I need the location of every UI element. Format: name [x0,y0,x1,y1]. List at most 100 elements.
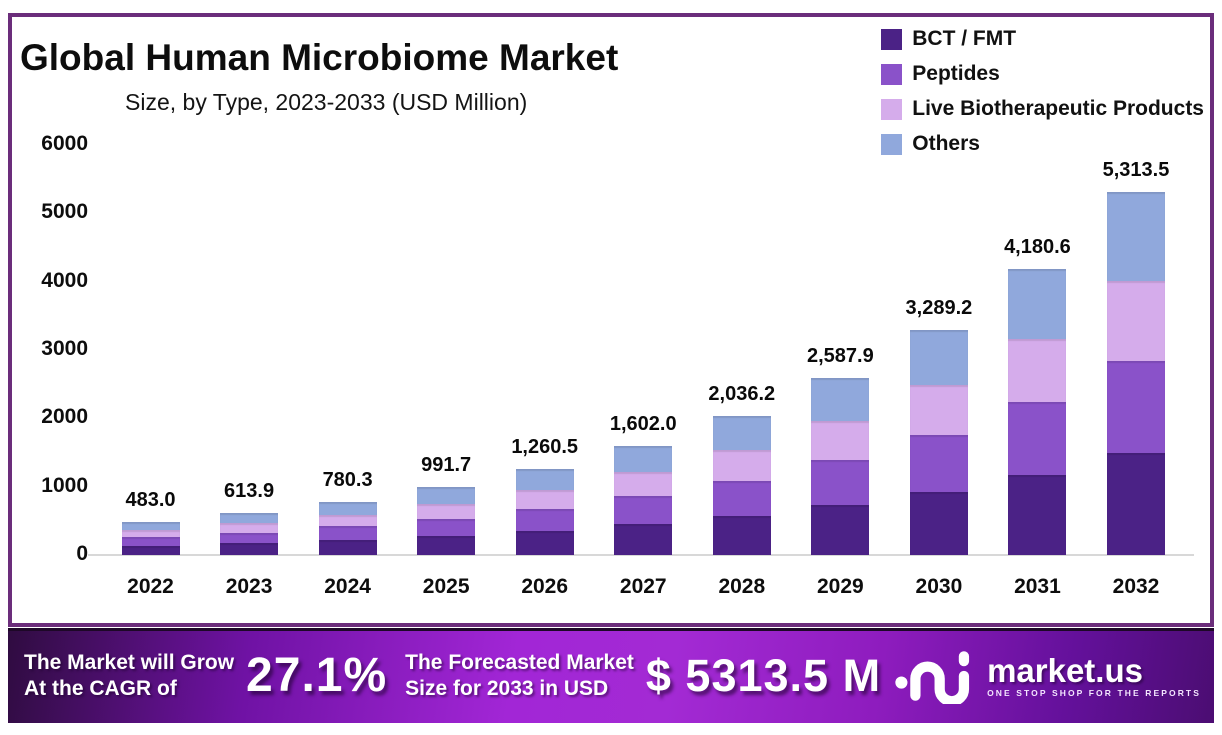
bar-total-label-2026: 1,260.5 [511,435,579,458]
bar-segment-2028-live-biotherapeutic-products [712,449,771,481]
bar-segment-2025-bct-fmt [417,536,476,555]
market-us-logo-icon [895,650,970,704]
y-axis-tick-label: 2000 [41,405,88,429]
legend-item-3: Others [881,132,1204,156]
bar-segment-2025-peptides [417,518,476,537]
bar-total-label-2032: 5,313.5 [1102,158,1170,181]
cagr-caption: The Market will Grow At the CAGR of [24,650,234,702]
bar-segment-2030-others [909,330,968,386]
y-axis-tick-label: 5000 [41,200,88,224]
forecast-caption-line1: The Forecasted Market [405,650,634,674]
bar-segment-2024-live-biotherapeutic-products [318,514,377,527]
bar-segment-2027-peptides [614,496,673,525]
brand-name: market.us [987,651,1143,689]
bar-segment-2032-peptides [1107,360,1165,454]
x-axis-label-2027: 2027 [619,575,667,598]
legend-swatch-icon [881,133,903,155]
bar-segment-2027-others [614,445,673,473]
legend-label: Peptides [912,62,1000,85]
bar-segment-2027-bct-fmt [614,524,673,555]
bar-segment-2022-peptides [121,537,180,546]
bar-segment-2031-bct-fmt [1008,475,1067,555]
legend-label: Live Biotherapeutic Products [912,97,1204,120]
legend-swatch-icon [881,98,903,120]
bar-segment-2029-live-biotherapeutic-products [811,421,870,461]
bar-total-label-2028: 2,036.2 [708,382,776,405]
bar-segment-2028-others [712,415,771,450]
y-axis-tick-label: 4000 [41,268,88,292]
bar-segment-2024-others [318,501,377,515]
bar-segment-2026-peptides [515,508,574,531]
cagr-caption-line1: The Market will Grow [24,650,235,674]
bar-segment-2023-bct-fmt [220,543,279,555]
x-axis-label-2032: 2032 [1112,575,1160,598]
bar-segment-2024-bct-fmt [318,540,377,555]
bar-total-label-2025: 991.7 [421,454,472,477]
bar-segment-2032-bct-fmt [1107,453,1165,555]
chart-frame: Global Human Microbiome Market Size, by … [8,13,1214,627]
bar-total-label-2027: 1,602.0 [609,412,677,435]
x-axis-label-2023: 2023 [225,575,273,598]
bar-segment-2028-peptides [712,480,771,517]
y-axis-tick-label: 0 [76,542,88,565]
bar-total-label-2031: 4,180.6 [1004,236,1071,259]
bar-segment-2030-live-biotherapeutic-products [909,385,968,435]
bar-segment-2032-others [1107,191,1165,281]
bar-segment-2022-others [121,521,180,531]
bar-total-label-2029: 2,587.9 [806,345,874,368]
x-axis-label-2029: 2029 [816,575,864,598]
legend-swatch-icon [881,63,903,85]
x-axis-label-2022: 2022 [127,575,174,598]
brand-lockup: market.us ONE STOP SHOP FOR THE REPORTS [893,648,1201,704]
bar-segment-2029-others [811,378,870,422]
bar-segment-2022-live-biotherapeutic-products [121,530,180,538]
legend-swatch-icon [881,28,903,50]
brand-tagline: ONE STOP SHOP FOR THE REPORTS [987,687,1201,698]
bar-segment-2031-others [1008,269,1067,340]
x-axis-label-2026: 2026 [521,575,569,598]
bar-total-label-2030: 3,289.2 [905,297,973,320]
bar-segment-2026-live-biotherapeutic-products [515,489,574,509]
legend-label: Others [912,132,980,155]
forecast-value: $ 5313.5 M [645,649,882,701]
bar-segment-2028-bct-fmt [712,516,771,555]
x-axis-label-2025: 2025 [422,575,470,598]
forecast-caption-line2: Size for 2033 in USD [405,676,609,700]
legend-item-1: Peptides [881,62,1204,86]
bar-segment-2025-live-biotherapeutic-products [417,503,476,519]
x-axis-line [88,554,1194,556]
bar-segment-2030-bct-fmt [909,492,968,555]
bar-segment-2029-peptides [811,460,870,506]
bar-segment-2026-others [515,468,574,490]
bar-segment-2031-live-biotherapeutic-products [1008,339,1067,403]
legend-item-0: BCT / FMT [881,27,1204,51]
bar-segment-2027-live-biotherapeutic-products [614,472,673,497]
bar-segment-2022-bct-fmt [121,545,180,555]
x-axis-label-2024: 2024 [324,575,371,598]
y-axis-tick-label: 6000 [41,132,88,155]
bar-segment-2023-live-biotherapeutic-products [220,523,279,533]
bar-segment-2024-peptides [318,526,377,541]
plot-area: 6000 5000 4000 3000 2000 1000 0 483.0 2022 613.9 2… [12,17,1210,623]
page-title: Global Human Microbiome Market [20,37,619,78]
bar-segment-2029-bct-fmt [811,505,870,555]
forecast-caption: The Forecasted Market Size for 2033 in U… [405,650,634,702]
bar-segment-2031-peptides [1008,402,1067,475]
bar-total-label-2024: 780.3 [322,468,373,491]
cagr-value: 27.1% [246,649,388,702]
bar-segment-2023-others [220,513,279,524]
page-subtitle: Size, by Type, 2023-2033 (USD Million) [125,89,528,115]
bar-total-label-2022: 483.0 [125,488,176,511]
y-axis-tick-label: 1000 [41,473,88,497]
bar-total-label-2023: 613.9 [224,480,275,503]
bar-segment-2025-others [417,487,476,504]
x-axis-label-2030: 2030 [915,575,963,598]
legend-label: BCT / FMT [912,27,1017,50]
legend-item-2: Live Biotherapeutic Products [881,97,1204,121]
bar-segment-2023-peptides [220,532,279,544]
y-axis-tick-label: 3000 [41,337,88,360]
bar-segment-2030-peptides [909,434,968,493]
x-axis-label-2028: 2028 [718,575,766,598]
legend: BCT / FMT Peptides Live Biotherapeutic Pro… [881,27,1204,156]
